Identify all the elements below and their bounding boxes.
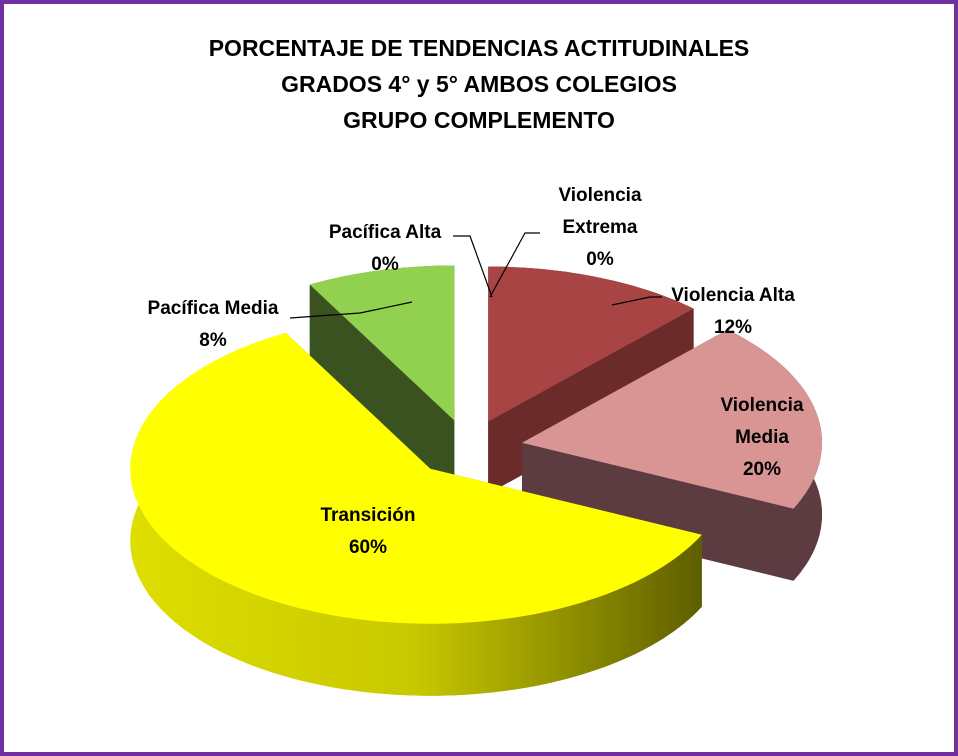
data-label: Transición 60% bbox=[298, 500, 438, 564]
data-label: Violencia Extrema 0% bbox=[535, 180, 665, 276]
label-name: Transición bbox=[320, 505, 416, 526]
leader-line bbox=[289, 301, 413, 319]
label-value: 0% bbox=[371, 254, 399, 275]
title-line: PORCENTAJE DE TENDENCIAS ACTITUDINALES bbox=[208, 35, 750, 61]
slice-face bbox=[522, 442, 794, 581]
data-label: Violencia Alta 12% bbox=[653, 280, 813, 344]
data-label: Pacífica Alta 0% bbox=[305, 217, 465, 281]
slice-top bbox=[309, 265, 455, 421]
leader-line bbox=[611, 296, 662, 306]
label-name: Violencia Alta bbox=[671, 285, 795, 306]
leader-line bbox=[453, 235, 493, 298]
label-value: 20% bbox=[742, 459, 782, 480]
pie-slice bbox=[130, 332, 702, 696]
slice-top bbox=[488, 266, 694, 422]
pie-slice bbox=[309, 265, 455, 493]
label-name: Violencia Extrema bbox=[558, 185, 642, 238]
chart-title: PORCENTAJE DE TENDENCIAS ACTITUDINALES G… bbox=[0, 30, 958, 138]
slice-top bbox=[522, 329, 822, 509]
label-value: 0% bbox=[586, 249, 614, 270]
data-label: Violencia Media 20% bbox=[697, 390, 827, 486]
label-name: Violencia Media bbox=[720, 395, 804, 448]
label-value: 12% bbox=[713, 317, 753, 338]
title-line: GRUPO COMPLEMENTO bbox=[343, 107, 615, 133]
pie-slice bbox=[522, 329, 822, 581]
data-label: Pacífica Media 8% bbox=[123, 293, 303, 357]
title-line: GRADOS 4° y 5° AMBOS COLEGIOS bbox=[281, 71, 677, 97]
label-value: 60% bbox=[348, 537, 388, 558]
leader-line bbox=[489, 232, 540, 298]
leader-lines bbox=[289, 232, 662, 319]
label-name: Pacífica Alta bbox=[328, 222, 442, 243]
label-name: Pacífica Media bbox=[147, 298, 279, 319]
label-value: 8% bbox=[199, 330, 227, 351]
slice-top bbox=[130, 332, 702, 624]
slice-rim bbox=[130, 332, 702, 696]
